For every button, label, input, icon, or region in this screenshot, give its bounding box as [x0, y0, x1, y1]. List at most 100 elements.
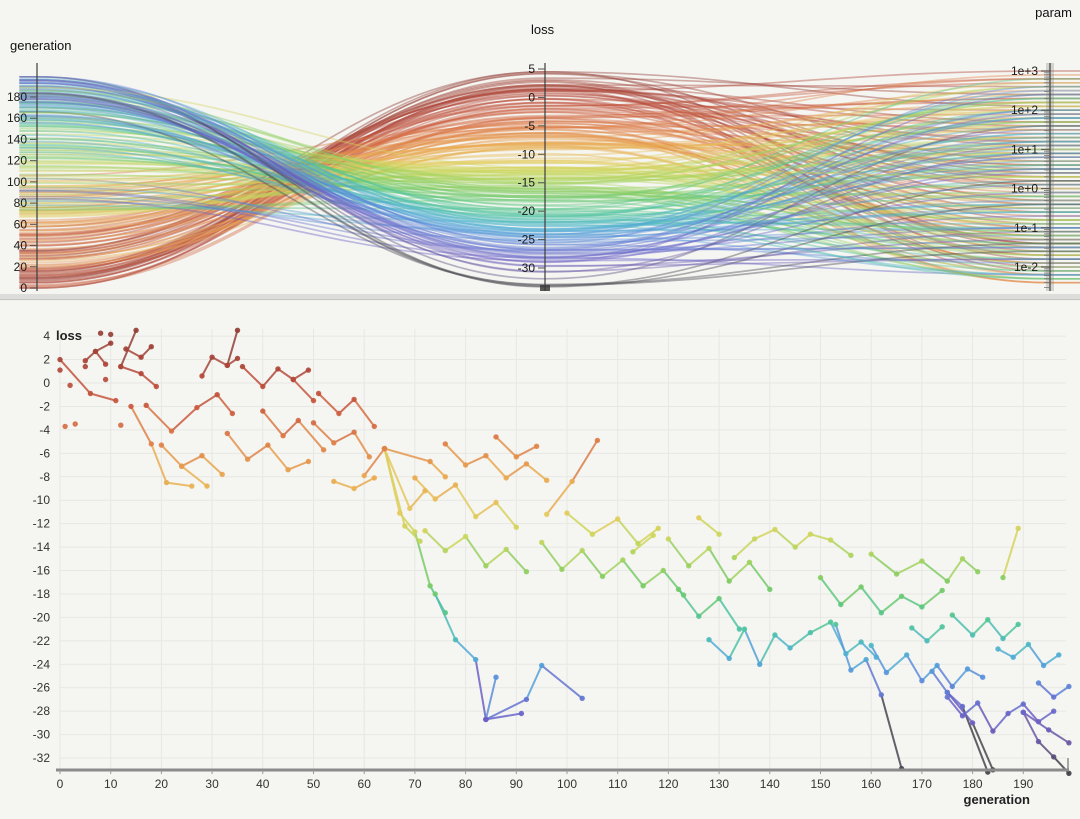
pc-line[interactable] [19, 79, 1080, 251]
data-point[interactable] [72, 421, 78, 427]
data-point[interactable] [315, 390, 322, 397]
data-point[interactable] [959, 713, 966, 719]
pc-line[interactable] [19, 81, 1080, 236]
data-point[interactable] [234, 355, 241, 362]
data-point[interactable] [219, 471, 225, 478]
data-point[interactable] [503, 546, 509, 553]
pc-line[interactable] [19, 91, 1080, 268]
data-point[interactable] [909, 625, 915, 631]
pc-line[interactable] [19, 80, 1080, 267]
data-point[interactable] [138, 354, 144, 360]
data-point[interactable] [239, 363, 246, 370]
data-point[interactable] [741, 626, 748, 632]
panel-resize-handle[interactable] [0, 292, 1080, 301]
data-point[interactable] [128, 403, 134, 410]
data-point[interactable] [285, 467, 291, 473]
data-point[interactable] [878, 692, 884, 698]
pc-line[interactable] [19, 97, 1080, 277]
data-point[interactable] [827, 537, 834, 543]
pc-line[interactable] [19, 84, 1080, 272]
data-point[interactable] [412, 475, 418, 481]
pc-axis-title-param[interactable]: param [1035, 5, 1072, 20]
data-point[interactable] [483, 563, 489, 569]
data-point[interactable] [934, 662, 940, 669]
data-point[interactable] [148, 441, 154, 447]
data-point[interactable] [944, 578, 950, 584]
data-point[interactable] [706, 637, 712, 643]
data-point[interactable] [599, 573, 606, 580]
data-point[interactable] [204, 483, 210, 489]
data-point[interactable] [838, 601, 844, 608]
data-point[interactable] [108, 340, 114, 346]
data-point[interactable] [1025, 641, 1032, 648]
data-point[interactable] [432, 496, 438, 502]
data-point[interactable] [539, 539, 545, 546]
data-point[interactable] [533, 443, 540, 449]
data-point[interactable] [229, 410, 236, 417]
data-point[interactable] [1015, 525, 1021, 531]
data-point[interactable] [452, 637, 459, 643]
pc-line[interactable] [19, 90, 1080, 228]
data-point[interactable] [168, 428, 175, 434]
pc-line[interactable] [19, 82, 1080, 273]
data-point[interactable] [848, 667, 854, 673]
data-point[interactable] [148, 344, 154, 350]
data-point[interactable] [1066, 683, 1072, 690]
data-point[interactable] [351, 485, 357, 492]
data-point[interactable] [513, 454, 519, 460]
data-point[interactable] [118, 422, 124, 428]
data-point[interactable] [310, 420, 317, 426]
pc-line[interactable] [19, 94, 1080, 280]
pc-line[interactable] [19, 108, 1080, 261]
data-point[interactable] [305, 458, 312, 465]
data-point[interactable] [442, 547, 448, 554]
data-point[interactable] [493, 674, 499, 680]
pc-line[interactable] [19, 70, 1080, 273]
pc-line[interactable] [19, 88, 1080, 284]
data-point[interactable] [939, 587, 945, 594]
data-point[interactable] [113, 397, 119, 404]
data-point[interactable] [351, 429, 357, 435]
data-point[interactable] [1000, 574, 1006, 581]
data-point[interactable] [366, 454, 372, 460]
data-point[interactable] [82, 358, 89, 364]
data-point[interactable] [858, 584, 864, 590]
data-point[interactable] [432, 591, 438, 597]
data-point[interactable] [214, 392, 220, 398]
data-point[interactable] [179, 463, 185, 469]
data-point[interactable] [615, 516, 621, 522]
data-point[interactable] [513, 524, 519, 530]
pc-line[interactable] [19, 75, 1080, 246]
data-point[interactable] [827, 619, 834, 625]
data-point[interactable] [620, 557, 626, 563]
data-point[interactable] [1035, 719, 1042, 725]
data-point[interactable] [234, 327, 241, 333]
data-point[interactable] [361, 472, 367, 479]
data-point[interactable] [544, 511, 550, 517]
data-point[interactable] [959, 556, 966, 562]
axis-brush-handle[interactable] [540, 285, 550, 291]
data-point[interactable] [969, 632, 976, 638]
data-point[interactable] [427, 583, 433, 589]
data-point[interactable] [442, 474, 448, 480]
data-point[interactable] [757, 661, 763, 667]
data-point[interactable] [579, 547, 585, 554]
data-point[interactable] [1020, 709, 1026, 715]
pc-line[interactable] [19, 100, 1080, 264]
data-point[interactable] [848, 552, 854, 558]
data-point[interactable] [62, 423, 68, 430]
data-point[interactable] [863, 656, 869, 663]
data-point[interactable] [97, 330, 104, 336]
data-point[interactable] [397, 510, 403, 516]
pc-line[interactable] [19, 85, 1080, 289]
data-point[interactable] [792, 544, 798, 550]
data-point[interactable] [751, 536, 758, 542]
data-point[interactable] [1066, 740, 1072, 746]
data-point[interactable] [843, 651, 849, 657]
data-point[interactable] [975, 569, 981, 575]
data-point[interactable] [108, 331, 114, 338]
data-point[interactable] [320, 447, 327, 453]
data-point[interactable] [224, 362, 230, 369]
data-point[interactable] [883, 669, 890, 676]
pc-line[interactable] [19, 72, 1080, 281]
